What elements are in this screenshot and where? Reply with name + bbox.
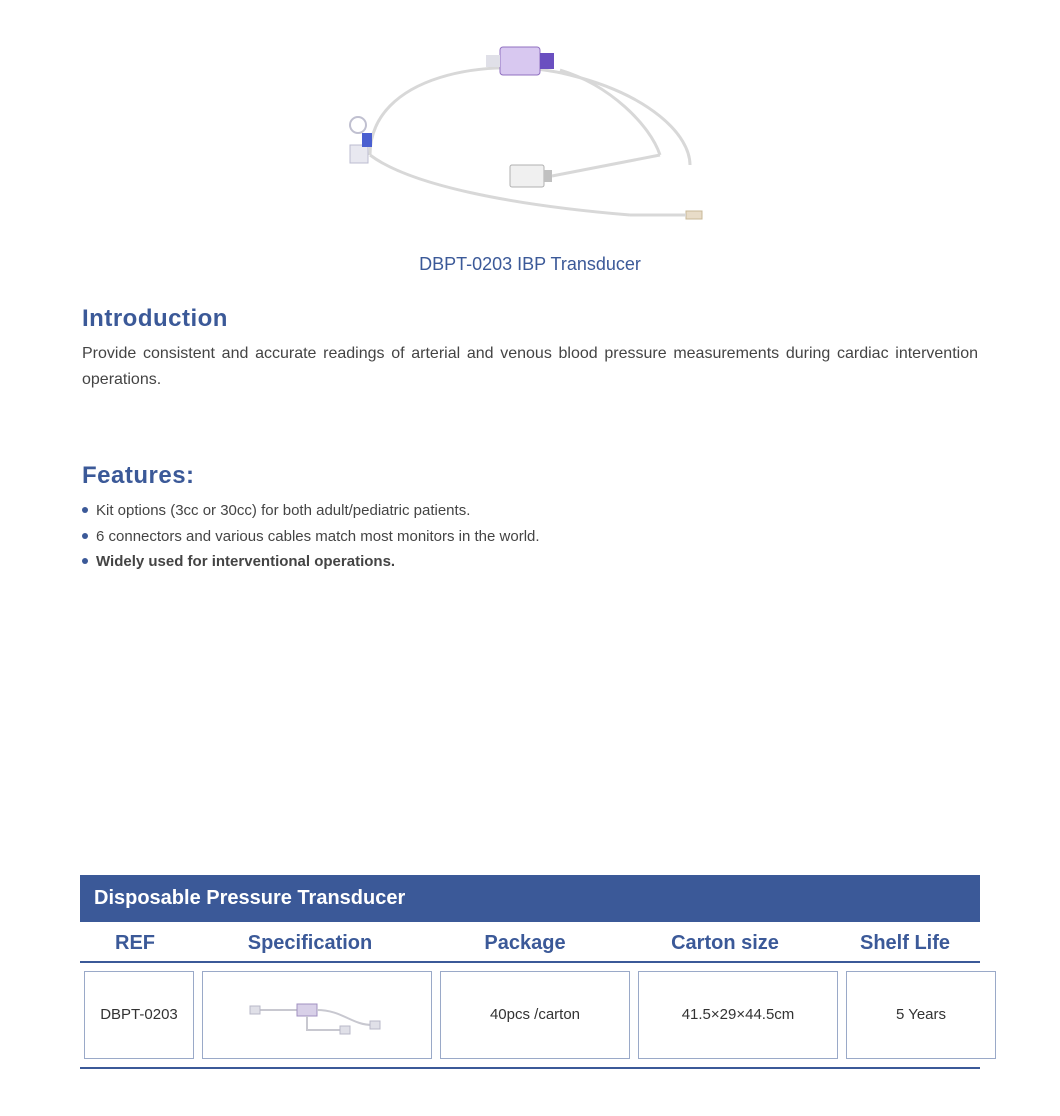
col-header-carton: Carton size — [625, 932, 825, 955]
cell-ref: DBPT-0203 — [84, 971, 194, 1059]
col-header-spec: Specification — [195, 932, 425, 955]
cell-carton-size: 41.5×29×44.5cm — [638, 971, 838, 1059]
col-header-shelf: Shelf Life — [830, 932, 980, 955]
table-header-row: REF Specification Package Carton size Sh… — [80, 922, 980, 963]
product-caption: DBPT-0203 IBP Transducer — [0, 254, 1060, 275]
table-row: DBPT-0203 40pcs /carton 41.5×29×44.5cm 5 — [80, 963, 980, 1069]
cell-shelf-life: 5 Years — [846, 971, 996, 1059]
introduction-text: Provide consistent and accurate readings… — [82, 341, 978, 392]
introduction-heading: Introduction — [82, 305, 978, 333]
spec-table: REF Specification Package Carton size Sh… — [80, 922, 980, 1069]
features-list: Kit options (3cc or 30cc) for both adult… — [82, 498, 978, 575]
feature-item: 6 connectors and various cables match mo… — [82, 524, 978, 550]
product-image — [0, 0, 1060, 250]
features-heading: Features: — [82, 462, 978, 490]
col-header-ref: REF — [80, 932, 190, 955]
spec-table-section: Disposable Pressure Transducer REF Speci… — [0, 875, 1060, 1069]
feature-item: Widely used for interventional operation… — [82, 549, 978, 575]
spec-table-title: Disposable Pressure Transducer — [80, 875, 980, 922]
cell-specification — [202, 971, 432, 1059]
feature-item: Kit options (3cc or 30cc) for both adult… — [82, 498, 978, 524]
spec-thumbnail-icon — [242, 980, 392, 1050]
cell-package: 40pcs /carton — [440, 971, 630, 1059]
transducer-illustration — [310, 15, 750, 235]
col-header-pkg: Package — [430, 932, 620, 955]
